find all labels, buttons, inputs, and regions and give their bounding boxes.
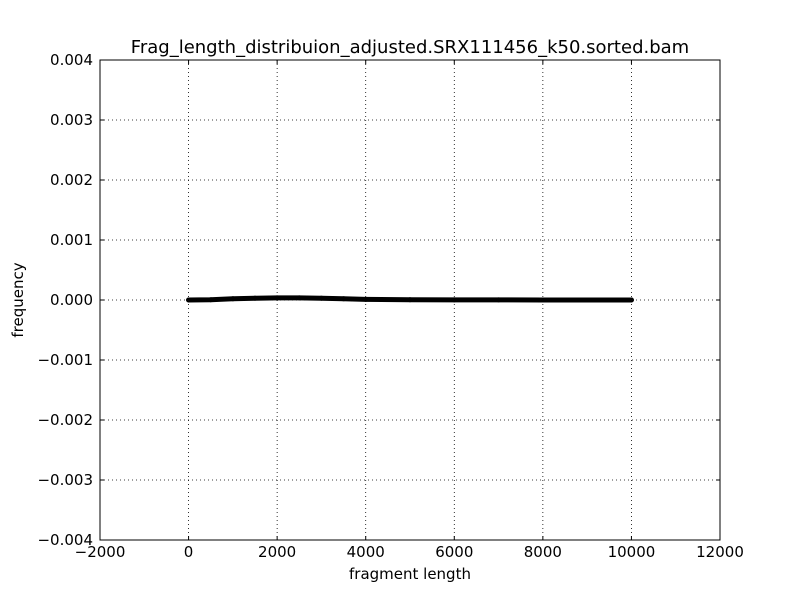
y-tick-label: −0.004 <box>37 531 93 549</box>
x-tick-label: −2000 <box>75 543 126 561</box>
x-tick-label: 10000 <box>608 543 656 561</box>
y-tick-label: 0.000 <box>50 291 93 309</box>
y-tick-label: −0.001 <box>37 351 93 369</box>
x-tick-label: 4000 <box>347 543 385 561</box>
x-axis: −2000 0 2000 4000 6000 8000 10000 12000 <box>75 60 744 561</box>
data-point <box>363 296 369 302</box>
data-point <box>407 297 413 303</box>
data-point <box>318 295 324 301</box>
y-tick-label: 0.004 <box>50 51 93 69</box>
x-tick-label: 0 <box>184 543 194 561</box>
y-axis-label: frequency <box>9 262 27 337</box>
x-tick-label: 2000 <box>258 543 296 561</box>
data-point <box>208 297 214 303</box>
data-point <box>540 297 546 303</box>
x-axis-label: fragment length <box>349 565 471 583</box>
x-tick-label: 6000 <box>435 543 473 561</box>
data-point <box>296 295 302 301</box>
y-tick-label: 0.001 <box>50 231 93 249</box>
chart-title: Frag_length_distribuion_adjusted.SRX1114… <box>131 37 689 58</box>
data-point <box>341 296 347 302</box>
data-point <box>252 295 258 301</box>
data-point <box>628 297 634 303</box>
data-point <box>186 297 192 303</box>
data-point <box>584 297 590 303</box>
y-tick-label: −0.003 <box>37 471 93 489</box>
x-tick-label: 12000 <box>696 543 744 561</box>
y-tick-label: 0.003 <box>50 111 93 129</box>
data-point <box>496 297 502 303</box>
x-tick-label: 8000 <box>524 543 562 561</box>
y-tick-label: 0.002 <box>50 171 93 189</box>
data-point <box>230 296 236 302</box>
data-point <box>274 295 280 301</box>
y-tick-label: −0.002 <box>37 411 93 429</box>
series-layer <box>186 295 634 303</box>
y-axis: 0.004 0.003 0.002 0.001 0.000 −0.001 −0.002 −0.… <box>37 51 720 549</box>
data-point <box>451 297 457 303</box>
